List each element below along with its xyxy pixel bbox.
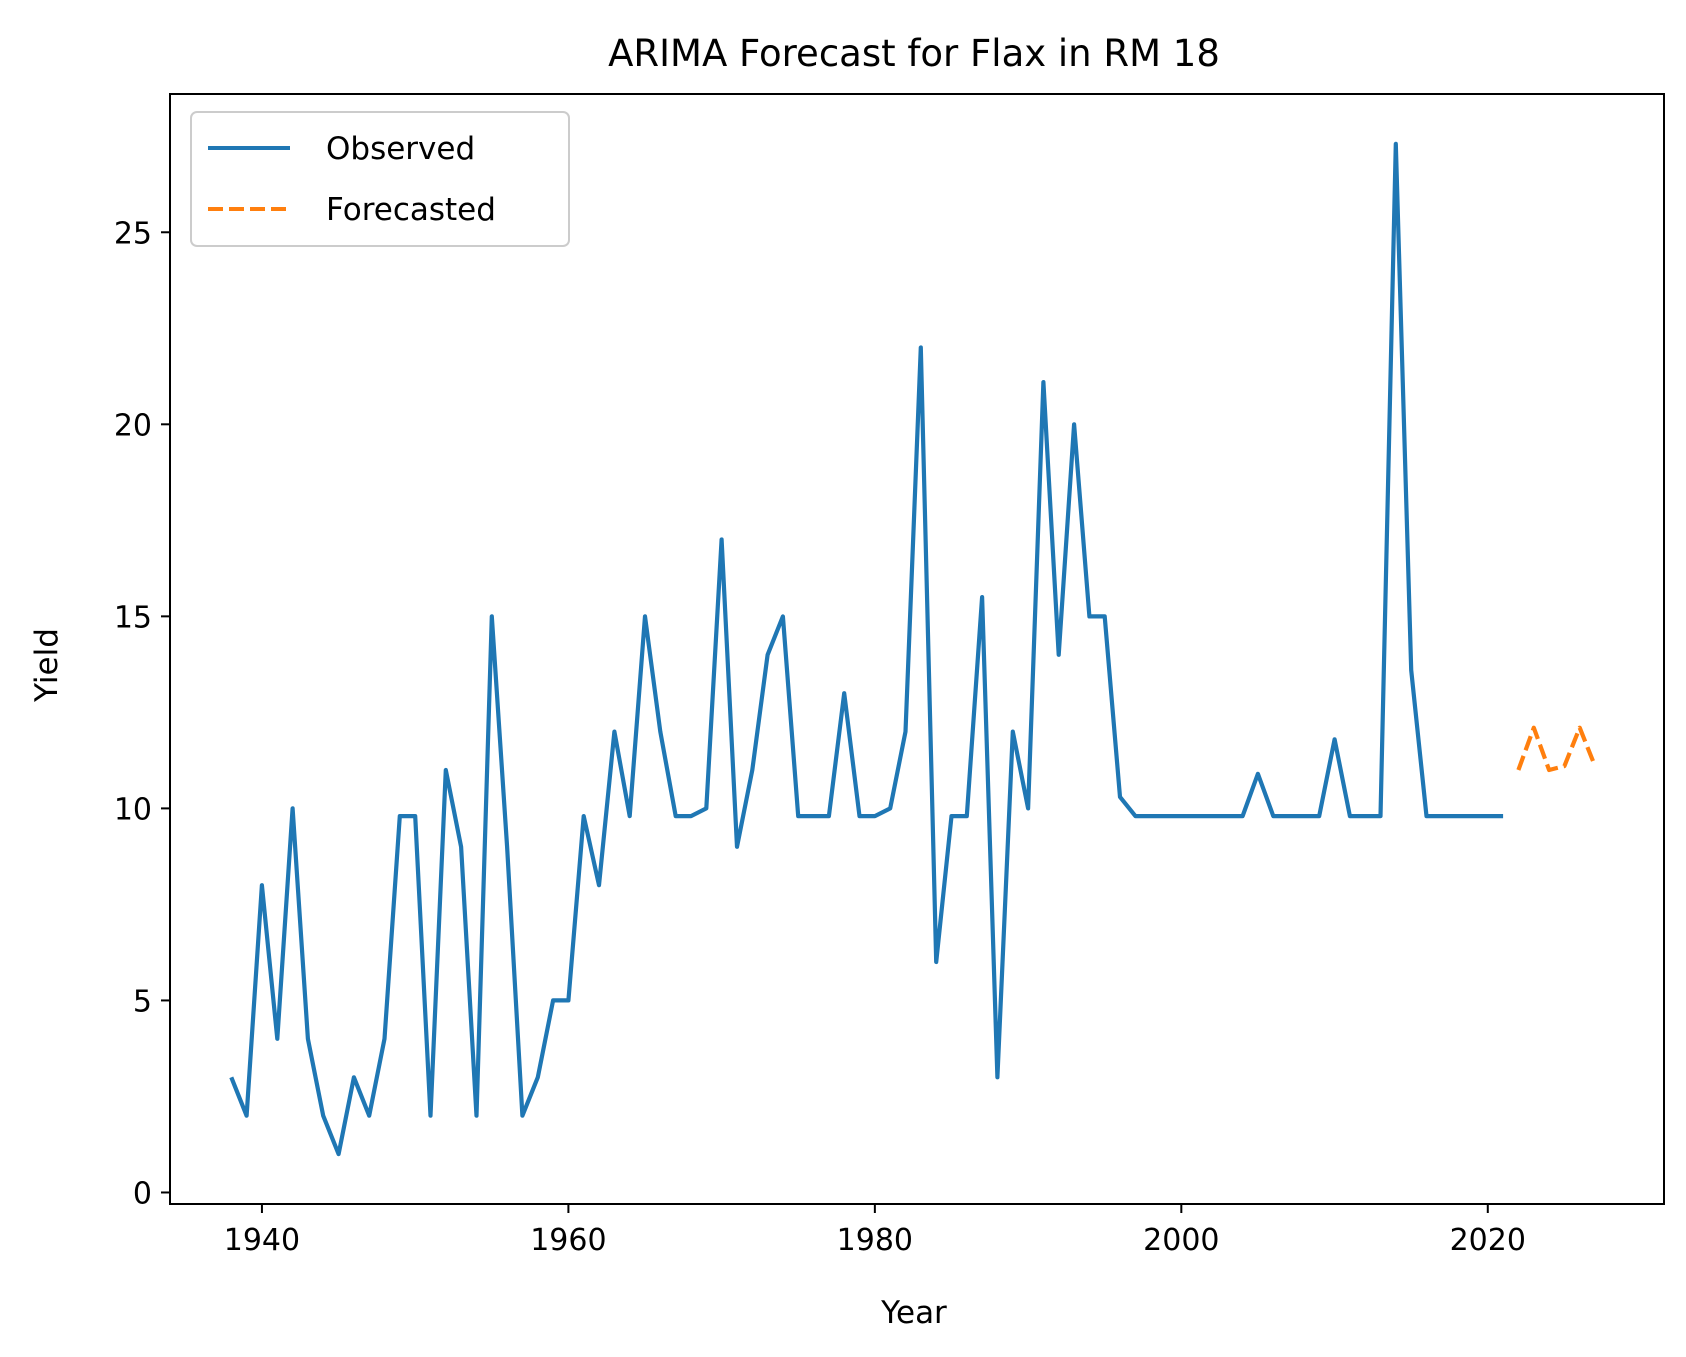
y-tick-label-0: 0: [133, 1176, 152, 1211]
legend-label-forecasted: Forecasted: [326, 192, 496, 228]
y-tick-label-10: 10: [114, 792, 152, 827]
series-line-observed: [231, 144, 1503, 1154]
y-tick-label-15: 15: [114, 600, 152, 635]
legend-label-observed: Observed: [326, 131, 475, 167]
chart-title: ARIMA Forecast for Flax in RM 18: [608, 32, 1220, 75]
x-tick-label-1980: 1980: [837, 1223, 913, 1258]
y-tick-label-25: 25: [114, 216, 152, 251]
x-tick-label-1940: 1940: [224, 1223, 300, 1258]
y-tick-label-20: 20: [114, 408, 152, 443]
x-axis-label: Year: [880, 1295, 947, 1331]
y-tick-label-5: 5: [133, 984, 152, 1019]
x-tick-label-2000: 2000: [1143, 1223, 1219, 1258]
plot-frame: [170, 94, 1664, 1204]
legend: Observed Forecasted: [191, 112, 569, 246]
x-tick-label-1960: 1960: [530, 1223, 606, 1258]
plot-area: 1940 1960 1980 2000 2020 0 5 10 15 20 25: [114, 94, 1664, 1258]
y-axis-label: Yield: [29, 628, 65, 703]
x-tick-label-2020: 2020: [1450, 1223, 1526, 1258]
series-line-forecasted: [1518, 728, 1595, 770]
